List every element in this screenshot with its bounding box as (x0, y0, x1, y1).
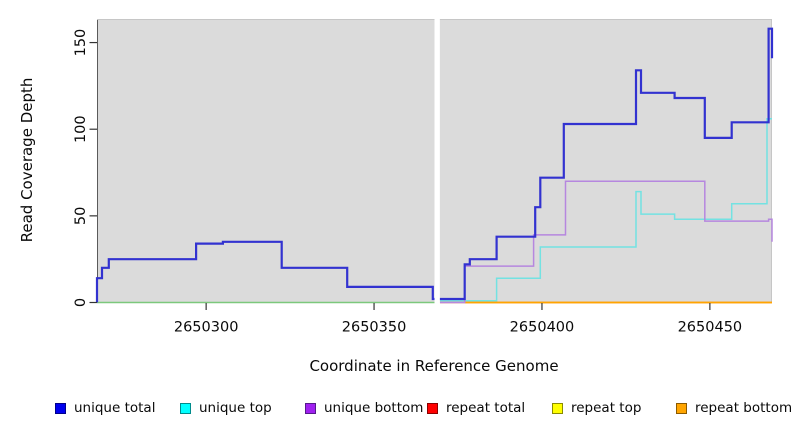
legend-label-repeat-total: repeat total (446, 400, 526, 416)
y-tick-label: 50 (73, 207, 89, 225)
legend-swatch-unique-total (55, 402, 66, 414)
legend-label-unique-top: unique top (199, 400, 272, 416)
legend-item-unique-bottom: unique bottom (305, 400, 423, 416)
legend-label-repeat-top: repeat top (571, 400, 642, 416)
legend-swatch-repeat-top (552, 402, 563, 414)
legend-swatch-unique-bottom (305, 402, 316, 414)
legend-item-repeat-total: repeat total (427, 400, 525, 416)
legend-swatch-repeat-total (427, 402, 438, 414)
alignment-gap-band (434, 18, 440, 304)
series-line-unique-top (439, 118, 772, 302)
y-tick-label: 0 (73, 298, 89, 307)
y-tick-label: 150 (73, 29, 89, 57)
x-tick-label: 2650350 (342, 320, 407, 336)
y-tick-label: 100 (73, 115, 89, 143)
y-axis-title: Read Coverage Depth (18, 77, 36, 243)
legend-label-repeat-bottom: repeat bottom (695, 400, 792, 416)
series-line-unique-total (95, 27, 774, 303)
x-tick-label: 2650400 (510, 320, 575, 336)
x-axis-title: Coordinate in Reference Genome (309, 357, 559, 375)
legend-swatch-unique-top (180, 402, 191, 414)
legend-label-unique-total: unique total (74, 400, 156, 416)
legend-swatch-repeat-bottom (676, 402, 687, 414)
legend-item-unique-top: unique top (180, 400, 272, 416)
legend-item-repeat-top: repeat top (552, 400, 641, 416)
x-tick-label: 2650450 (678, 320, 743, 336)
legend-item-repeat-bottom: repeat bottom (676, 400, 792, 416)
legend-label-unique-bottom: unique bottom (324, 400, 424, 416)
x-tick-label: 2650300 (174, 320, 239, 336)
legend-item-unique-total: unique total (55, 400, 155, 416)
